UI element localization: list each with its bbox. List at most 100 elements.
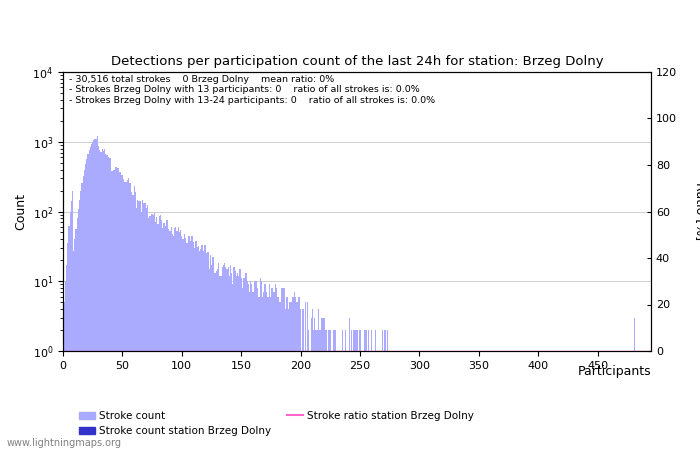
Bar [412,351,413,450]
Bar [406,351,407,450]
Bar [304,302,306,450]
Bar [172,234,173,450]
Bar [617,351,618,450]
Bar [504,351,505,450]
Bar [323,318,325,450]
Bar [388,351,389,450]
Bar [223,265,224,450]
Bar [282,288,284,450]
Bar [222,267,223,450]
Bar [211,265,212,450]
Bar [475,351,476,450]
Bar [434,351,435,450]
Bar [347,351,349,450]
Bar [432,351,433,450]
Bar [457,351,458,450]
Bar [136,207,137,450]
Bar [69,212,71,450]
Bar [295,297,296,450]
Bar [229,276,230,450]
Bar [154,213,155,450]
Bar [420,351,421,450]
Bar [96,139,97,450]
Bar [261,281,262,450]
Bar [85,164,86,450]
Bar [556,351,558,450]
Bar [386,330,388,450]
Bar [345,330,346,450]
Bar [239,269,241,450]
Bar [435,351,437,450]
Bar [269,284,270,450]
Bar [116,167,117,450]
Bar [228,267,229,450]
Bar [79,200,81,450]
Bar [414,351,415,450]
Bar [181,236,183,450]
Bar [273,292,274,450]
Bar [226,269,228,450]
Bar [260,279,261,450]
Bar [550,351,551,450]
Bar [382,330,383,450]
Bar [365,330,367,450]
Bar [393,351,394,450]
Bar [65,281,66,450]
Bar [113,170,115,450]
Bar [338,351,339,450]
Bar [371,330,372,450]
Bar [274,292,275,450]
Bar [561,351,563,450]
Bar [163,223,164,450]
Bar [351,330,352,450]
Bar [553,351,554,450]
Bar [207,252,209,450]
Bar [424,351,425,450]
Bar [355,330,356,450]
Bar [408,351,409,450]
Bar [401,351,402,450]
Bar [471,351,472,450]
Bar [125,182,127,450]
Bar [426,351,427,450]
Bar [263,292,265,450]
Bar [120,175,122,450]
Bar [369,351,370,450]
Bar [99,150,100,450]
Bar [548,351,550,450]
Bar [141,212,142,450]
Bar [502,351,503,450]
Bar [415,351,416,450]
Bar [547,351,548,450]
Bar [132,195,134,450]
Bar [321,318,323,450]
Y-axis label: Count: Count [14,193,27,230]
Bar [514,351,515,450]
Bar [594,351,596,450]
Bar [214,273,216,450]
Bar [483,351,484,450]
Bar [531,351,533,450]
Bar [280,302,281,450]
Bar [237,273,238,450]
Bar [190,236,192,450]
Bar [631,351,633,450]
Bar [149,216,150,450]
Bar [188,236,190,450]
Bar [486,351,488,450]
Bar [90,147,91,450]
Bar [67,243,69,450]
Bar [395,351,396,450]
Bar [536,351,538,450]
Bar [526,351,527,450]
Bar [122,175,123,450]
Bar [389,351,391,450]
Bar [346,351,347,450]
Bar [281,288,282,450]
Bar [608,351,609,450]
Bar [161,220,162,450]
Bar [480,351,482,450]
Bar [81,184,83,450]
Bar [328,330,330,450]
Bar [166,220,167,450]
